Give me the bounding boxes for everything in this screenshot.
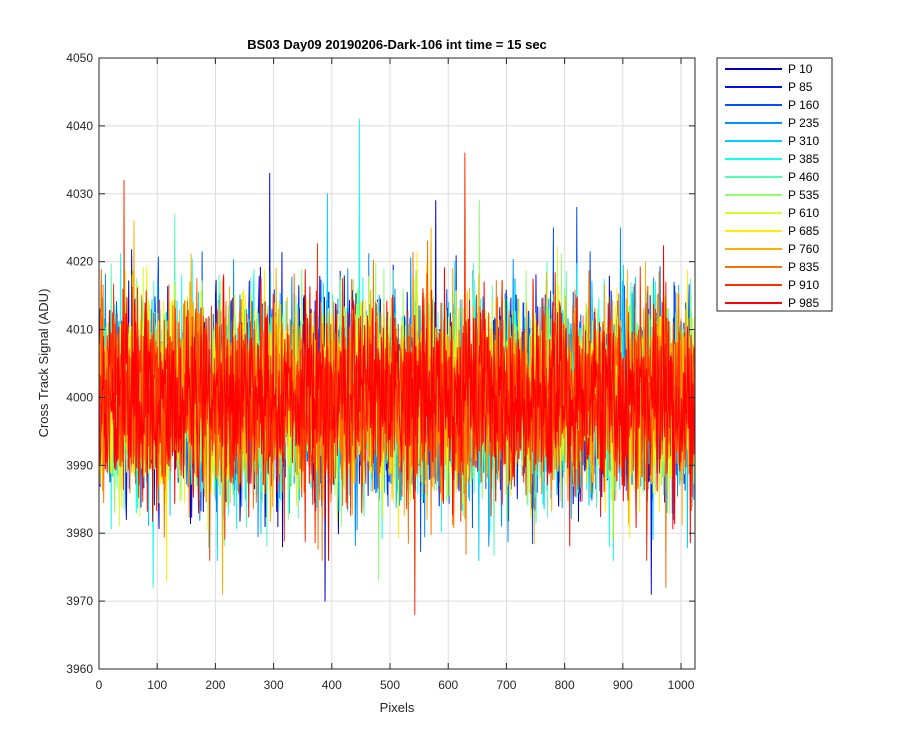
- y-tick-label: 4010: [66, 323, 93, 337]
- x-tick-label: 700: [496, 678, 516, 692]
- y-tick-label: 3960: [66, 662, 93, 676]
- x-tick-label: 400: [322, 678, 342, 692]
- x-tick-label: 800: [555, 678, 575, 692]
- legend-items: P 10 P 85 P 160 P 235 P 310 P 385 P 460 P 535 P …: [725, 62, 819, 310]
- chart-title: BS03 Day09 20190206-Dark-106 int time = …: [247, 37, 547, 52]
- x-tick-label: 600: [438, 678, 458, 692]
- y-axis: 3960 3970 3980 3990 4000 4010 4020 4030 4040 4050: [66, 51, 695, 676]
- legend-label: P 835: [788, 260, 819, 274]
- legend: P 10 P 85 P 160 P 235 P 310 P 385 P 460 P 535 P …: [716, 57, 833, 312]
- series-lines: [98, 118, 696, 616]
- x-tick-label: 900: [613, 678, 633, 692]
- plot-area: 0 100 200 300 400 500 600 700 800 900 1000 3960 397…: [66, 51, 696, 692]
- x-tick-label: 100: [147, 678, 167, 692]
- legend-label: P 985: [788, 296, 819, 310]
- legend-label: P 385: [788, 152, 819, 166]
- legend-label: P 460: [788, 170, 819, 184]
- y-tick-label: 3990: [66, 458, 93, 472]
- y-tick-label: 4040: [66, 119, 93, 133]
- y-tick-label: 4020: [66, 255, 93, 269]
- legend-label: P 235: [788, 116, 819, 130]
- legend-box: [716, 57, 833, 312]
- x-tick-label: 300: [264, 678, 284, 692]
- y-tick-label: 4030: [66, 187, 93, 201]
- x-tick-label: 200: [205, 678, 225, 692]
- legend-label: P 160: [788, 98, 819, 112]
- y-tick-label: 3970: [66, 594, 93, 608]
- x-tick-label: 0: [96, 678, 103, 692]
- legend-label: P 910: [788, 278, 819, 292]
- y-tick-label: 4050: [66, 51, 93, 65]
- x-axis: 0 100 200 300 400 500 600 700 800 900 1000: [96, 58, 695, 692]
- axes-border: [98, 57, 696, 670]
- legend-label: P 685: [788, 224, 819, 238]
- series-line: [98, 152, 696, 616]
- legend-label: P 535: [788, 188, 819, 202]
- series-line: [98, 245, 696, 561]
- legend-label: P 10: [788, 62, 813, 76]
- legend-label: P 610: [788, 206, 819, 220]
- x-axis-label: Pixels: [380, 700, 415, 715]
- y-axis-label: Cross Track Signal (ADU): [36, 289, 51, 438]
- x-tick-label: 500: [380, 678, 400, 692]
- legend-label: P 310: [788, 134, 819, 148]
- y-tick-label: 3980: [66, 526, 93, 540]
- y-tick-label: 4000: [66, 390, 93, 404]
- legend-label: P 760: [788, 242, 819, 256]
- x-tick-label: 1000: [668, 678, 695, 692]
- legend-label: P 85: [788, 80, 813, 94]
